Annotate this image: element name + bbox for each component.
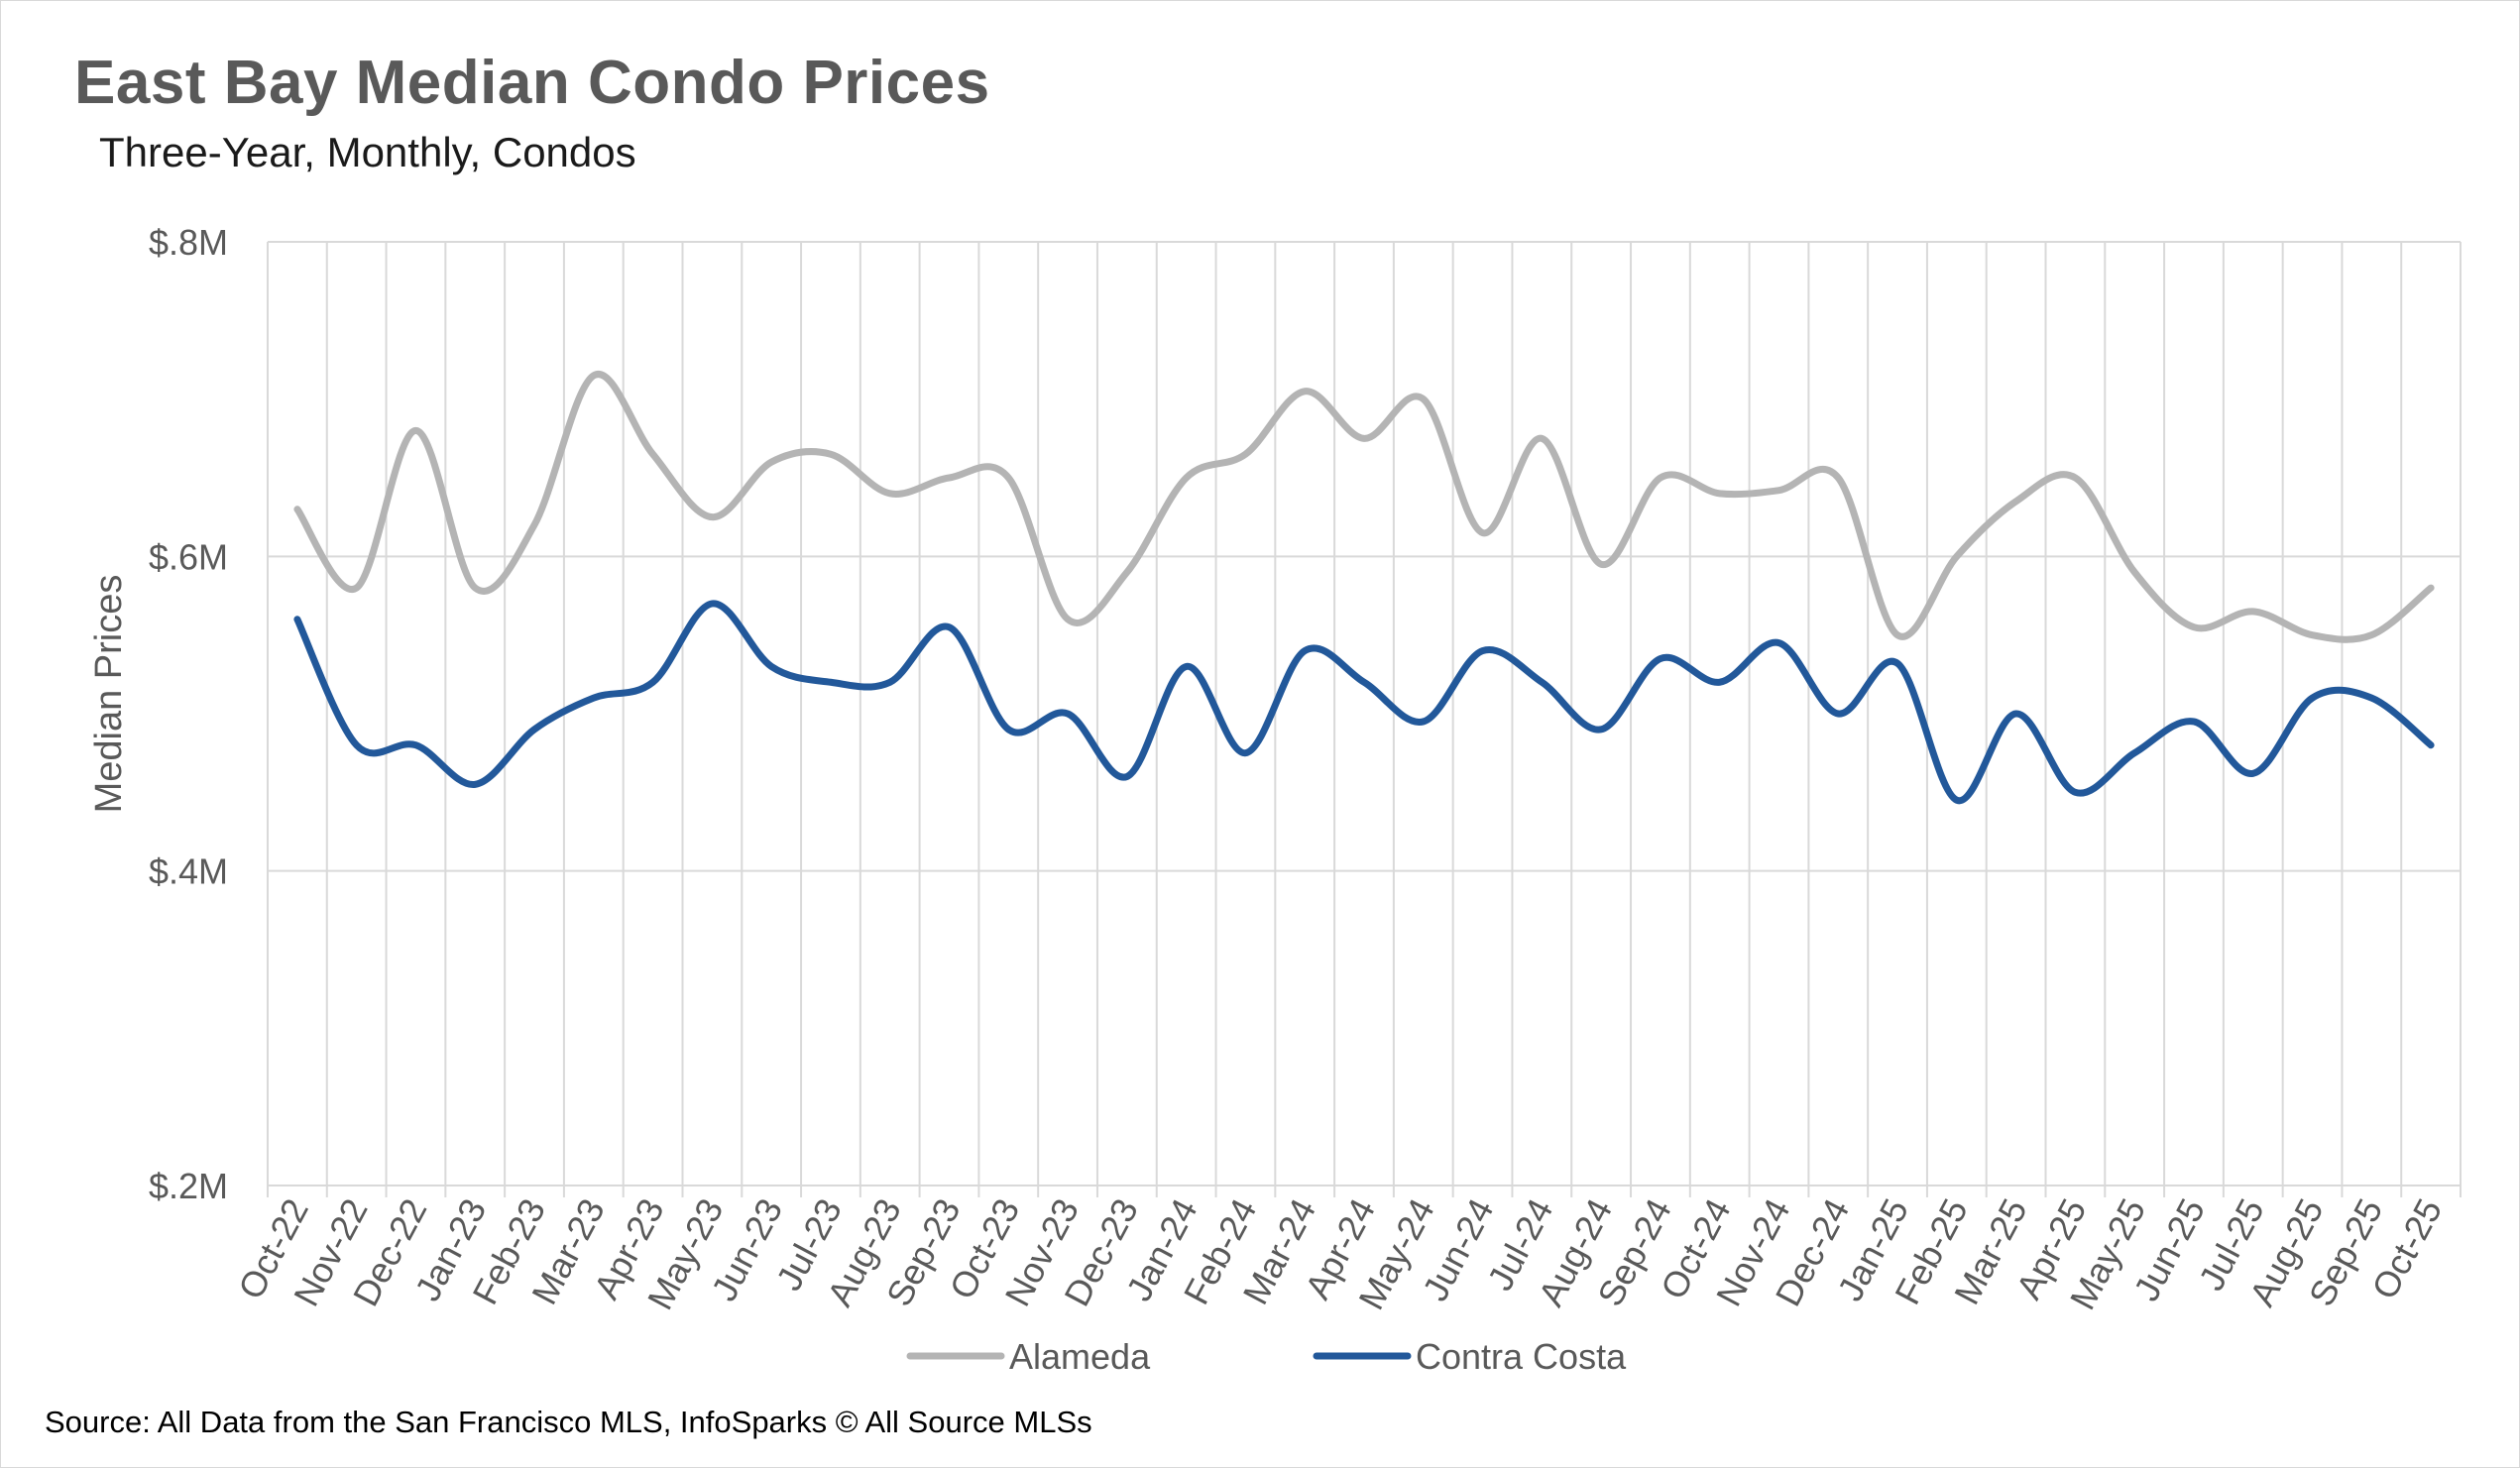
y-axis-tick-labels: $.2M $.4M $.6M $.8M [149,222,228,1206]
legend-label: Alameda [1009,1336,1151,1377]
source-note: Source: All Data from the San Francisco … [45,1405,1092,1439]
x-axis-tick-labels: Oct-22Nov-22Dec-22Jan-23Feb-23Mar-23Apr-… [230,1192,2450,1316]
series-line-contra-costa [293,600,2435,804]
y-tick-label: $.4M [149,851,228,892]
legend-label: Contra Costa [1416,1336,1627,1377]
y-axis-title: Median Prices [88,575,130,814]
chart-title: East Bay Median Condo Prices [74,49,990,117]
grid-lines [267,241,2462,1197]
chart-subtitle: Three-Year, Monthly, Condos [99,129,636,175]
legend: Alameda Contra Costa [906,1336,1627,1377]
y-tick-label: $.6M [149,536,228,577]
series-lines [293,371,2435,804]
series-line-alameda [293,371,2435,643]
y-tick-label: $.8M [149,222,228,263]
y-tick-label: $.2M [149,1166,228,1206]
